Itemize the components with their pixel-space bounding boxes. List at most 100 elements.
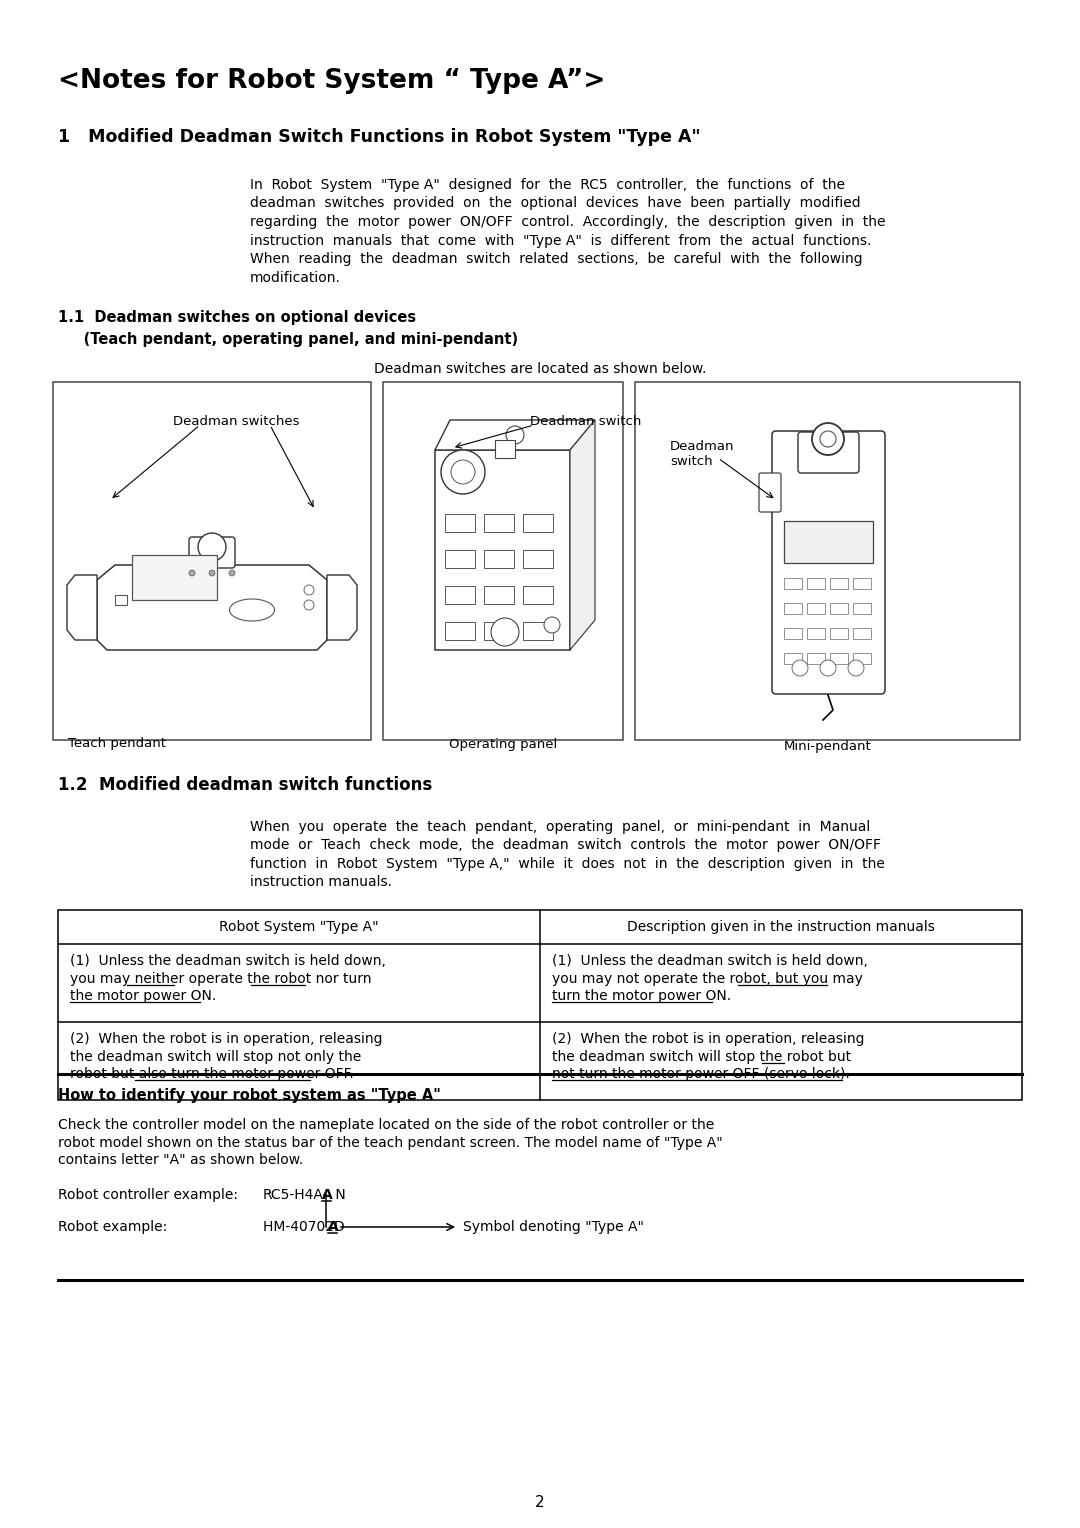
Text: Mini-pendant: Mini-pendant (784, 740, 872, 753)
Text: Deadman switches are located as shown below.: Deadman switches are located as shown be… (374, 362, 706, 376)
Bar (523, 550, 553, 568)
Text: 2: 2 (536, 1494, 544, 1510)
Bar (853, 604, 870, 614)
Ellipse shape (229, 599, 274, 620)
Bar (383, 382, 623, 740)
Text: mode  or  Teach  check  mode,  the  deadman  switch  controls  the  motor  power: mode or Teach check mode, the deadman sw… (249, 839, 881, 853)
Text: Teach pendant: Teach pendant (68, 736, 166, 750)
Text: deadman  switches  provided  on  the  optional  devices  have  been  partially  : deadman switches provided on the optiona… (249, 197, 861, 211)
Text: Symbol denoting "Type A": Symbol denoting "Type A" (463, 1219, 644, 1235)
Text: Robot controller example:: Robot controller example: (58, 1187, 238, 1203)
Bar (807, 604, 825, 614)
Circle shape (441, 451, 485, 494)
Polygon shape (67, 575, 97, 640)
Text: (1)  Unless the deadman switch is held down,: (1) Unless the deadman switch is held do… (552, 953, 868, 969)
Text: Deadman
switch: Deadman switch (670, 440, 734, 468)
Bar (484, 587, 514, 604)
Text: the deadman switch will stop not only the: the deadman switch will stop not only th… (70, 1050, 361, 1063)
Text: Operating panel: Operating panel (449, 738, 557, 750)
Bar (58, 911, 1022, 1100)
Text: 1   Modified Deadman Switch Functions in Robot System "Type A": 1 Modified Deadman Switch Functions in R… (58, 128, 701, 147)
Bar (114, 594, 127, 605)
Text: A: A (322, 1187, 333, 1203)
Text: A: A (328, 1219, 339, 1235)
FancyBboxPatch shape (759, 474, 781, 512)
Text: robot but also turn the motor power OFF.: robot but also turn the motor power OFF. (70, 1067, 354, 1080)
Circle shape (820, 660, 836, 675)
Bar (445, 513, 475, 532)
Text: When  reading  the  deadman  switch  related  sections,  be  careful  with  the : When reading the deadman switch related … (249, 252, 863, 266)
Bar (784, 578, 802, 588)
Bar (523, 622, 553, 640)
Circle shape (544, 617, 561, 633)
Text: Description given in the instruction manuals: Description given in the instruction man… (627, 920, 935, 934)
Text: HM-40702D: HM-40702D (264, 1219, 349, 1235)
Text: (2)  When the robot is in operation, releasing: (2) When the robot is in operation, rele… (552, 1031, 864, 1047)
Bar (784, 521, 873, 562)
Text: Robot example:: Robot example: (58, 1219, 167, 1235)
Circle shape (792, 660, 808, 675)
Circle shape (491, 617, 519, 646)
Text: Deadman switches: Deadman switches (173, 416, 299, 428)
Bar (445, 622, 475, 640)
Polygon shape (435, 420, 595, 451)
FancyBboxPatch shape (189, 536, 235, 568)
Text: regarding  the  motor  power  ON/OFF  control.  Accordingly,  the  description  : regarding the motor power ON/OFF control… (249, 215, 886, 229)
FancyBboxPatch shape (798, 432, 859, 474)
Text: modification.: modification. (249, 270, 341, 284)
Text: (1)  Unless the deadman switch is held down,: (1) Unless the deadman switch is held do… (70, 953, 386, 969)
Circle shape (507, 426, 524, 445)
Bar (484, 513, 514, 532)
Text: the deadman switch will stop the robot but: the deadman switch will stop the robot b… (552, 1050, 851, 1063)
Text: <Notes for Robot System “ Type A”>: <Notes for Robot System “ Type A”> (58, 69, 606, 95)
Text: (2)  When the robot is in operation, releasing: (2) When the robot is in operation, rele… (70, 1031, 382, 1047)
Bar (807, 578, 825, 588)
Bar (807, 652, 825, 665)
Text: you may neither operate the robot nor turn: you may neither operate the robot nor tu… (70, 972, 372, 986)
Bar (784, 604, 802, 614)
Bar (523, 513, 553, 532)
FancyBboxPatch shape (772, 431, 885, 694)
Circle shape (451, 460, 475, 484)
Circle shape (229, 570, 235, 576)
Circle shape (198, 533, 226, 561)
Text: you may not operate the robot, but you may: you may not operate the robot, but you m… (552, 972, 863, 986)
Bar (484, 622, 514, 640)
Text: N: N (330, 1187, 346, 1203)
Circle shape (303, 601, 314, 610)
Bar (523, 587, 553, 604)
Bar (495, 440, 515, 458)
Bar (831, 604, 848, 614)
Bar (635, 382, 1020, 740)
Polygon shape (570, 420, 595, 649)
Text: robot model shown on the status bar of the teach pendant screen. The model name : robot model shown on the status bar of t… (58, 1135, 723, 1149)
Text: RC5-H4A-: RC5-H4A- (264, 1187, 328, 1203)
Circle shape (820, 431, 836, 448)
Circle shape (210, 570, 215, 576)
Text: contains letter "A" as shown below.: contains letter "A" as shown below. (58, 1154, 303, 1167)
Circle shape (303, 585, 314, 594)
Text: not turn the motor power OFF (servo lock).: not turn the motor power OFF (servo lock… (552, 1067, 850, 1080)
Text: the motor power ON.: the motor power ON. (70, 989, 216, 1002)
Text: How to identify your robot system as "Type A": How to identify your robot system as "Ty… (58, 1088, 441, 1103)
Circle shape (812, 423, 843, 455)
Bar (784, 628, 802, 639)
Bar (132, 555, 217, 601)
Bar (853, 628, 870, 639)
Bar (831, 628, 848, 639)
Bar (853, 652, 870, 665)
Text: turn the motor power ON.: turn the motor power ON. (552, 989, 731, 1002)
Text: 1.2  Modified deadman switch functions: 1.2 Modified deadman switch functions (58, 776, 432, 795)
Polygon shape (97, 565, 327, 649)
Text: function  in  Robot  System  "Type A,"  while  it  does  not  in  the  descripti: function in Robot System "Type A," while… (249, 857, 885, 871)
Bar (831, 578, 848, 588)
Text: Robot System "Type A": Robot System "Type A" (219, 920, 379, 934)
Bar (53, 382, 372, 740)
Bar (784, 652, 802, 665)
Bar (445, 550, 475, 568)
Text: 1.1  Deadman switches on optional devices: 1.1 Deadman switches on optional devices (58, 310, 416, 325)
Text: instruction manuals.: instruction manuals. (249, 876, 392, 889)
Bar (831, 652, 848, 665)
Bar (484, 550, 514, 568)
Circle shape (848, 660, 864, 675)
